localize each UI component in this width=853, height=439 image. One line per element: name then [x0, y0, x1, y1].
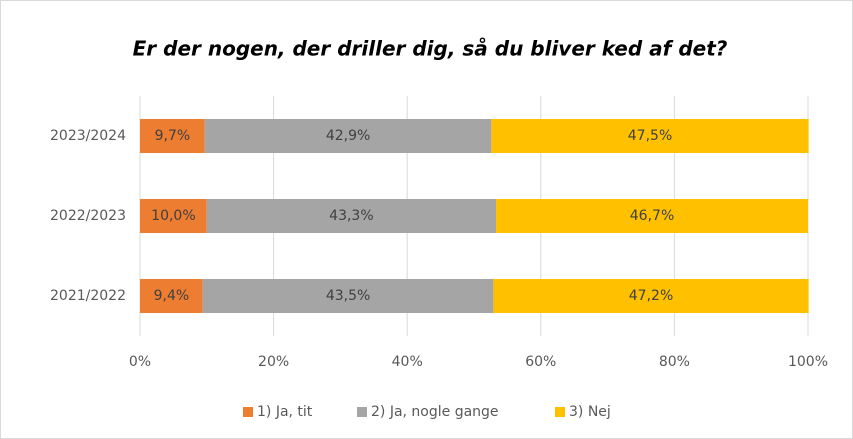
x-tick-label: 100% [788, 354, 828, 370]
bar-segment [204, 119, 492, 153]
value-label: 9,4% [154, 288, 190, 304]
y-tick-label: 2021/2022 [50, 288, 126, 304]
x-tick-label: 20% [258, 354, 289, 370]
value-label: 46,7% [630, 208, 674, 224]
value-label: 47,2% [629, 288, 673, 304]
bar-segment [491, 119, 809, 153]
chart-title: Er der nogen, der driller dig, så du bli… [133, 37, 728, 61]
value-label: 9,7% [155, 128, 191, 144]
bar-segment [496, 199, 808, 233]
value-label: 43,3% [329, 208, 373, 224]
x-tick-label: 60% [525, 354, 556, 370]
bar-segment [202, 279, 494, 313]
y-tick-label: 2023/2024 [50, 128, 126, 144]
x-tick-label: 0% [129, 354, 151, 370]
value-label: 42,9% [326, 128, 370, 144]
bar-segment [206, 199, 497, 233]
x-tick-label: 40% [392, 354, 423, 370]
value-label: 10,0% [151, 208, 195, 224]
value-label: 43,5% [326, 288, 370, 304]
legend-marker [357, 407, 367, 417]
bar-segment [140, 279, 203, 313]
legend-label: 3) Nej [569, 404, 611, 420]
legend-marker [243, 407, 253, 417]
legend-label: 1) Ja, tit [257, 404, 313, 420]
y-tick-label: 2022/2023 [50, 208, 126, 224]
x-tick-label: 80% [659, 354, 690, 370]
value-label: 47,5% [628, 128, 672, 144]
bar-segment [493, 279, 809, 313]
legend-label: 2) Ja, nogle gange [371, 404, 499, 420]
bar-segment [140, 119, 205, 153]
legend-marker [555, 407, 565, 417]
bar-segment [140, 199, 207, 233]
